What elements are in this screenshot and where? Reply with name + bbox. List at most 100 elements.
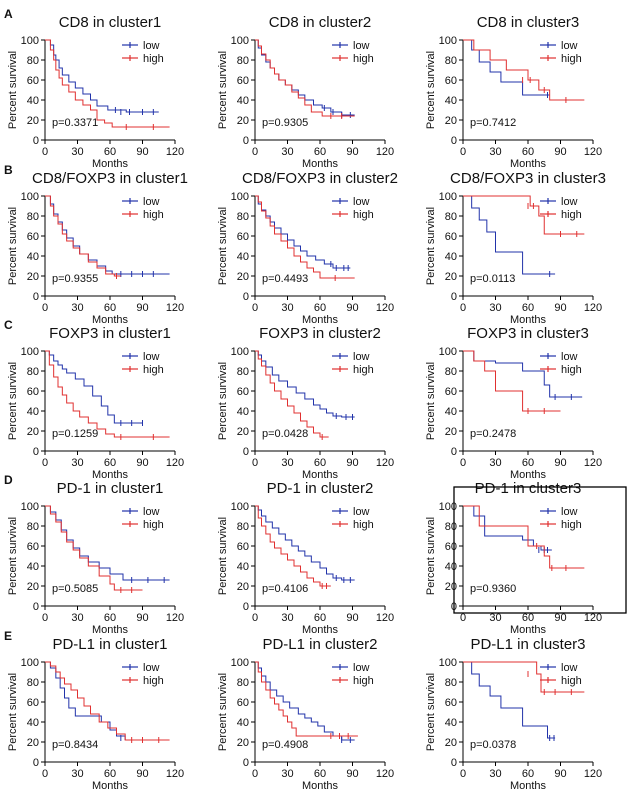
km-chart-7: FOXP3 in cluster1 0 20 40 60 80 100 0 30 60 90 120 M… <box>7 325 184 481</box>
y-tick-label: 40 <box>445 717 457 729</box>
y-tick-label: 60 <box>237 75 249 87</box>
x-tick-label: 0 <box>460 612 466 624</box>
km-chart-8: FOXP3 in cluster2 0 20 40 60 80 100 0 30 60 90 120 M… <box>217 325 394 481</box>
x-tick-label: 30 <box>71 146 83 158</box>
x-tick-label: 120 <box>584 768 602 780</box>
km-chart-9: FOXP3 in cluster3 0 20 40 60 80 100 0 30 60 90 120 M… <box>425 325 602 481</box>
legend-label-high: high <box>353 53 374 65</box>
y-tick-label: 0 <box>33 135 39 147</box>
x-tick-label: 90 <box>136 612 148 624</box>
y-tick-label: 0 <box>243 446 249 458</box>
legend-label-high: high <box>353 519 374 531</box>
p-value: p=0.4908 <box>262 739 308 751</box>
x-axis-label: Months <box>510 314 547 326</box>
y-tick-label: 20 <box>27 581 39 593</box>
y-tick-label: 20 <box>27 737 39 749</box>
legend-label-high: high <box>561 209 582 221</box>
x-tick-label: 120 <box>376 612 394 624</box>
x-tick-label: 120 <box>166 302 184 314</box>
y-tick-label: 100 <box>231 35 249 47</box>
y-tick-label: 20 <box>27 115 39 127</box>
km-curve-low <box>463 505 552 551</box>
chart-title: CD8/FOXP3 in cluster2 <box>242 170 398 187</box>
y-tick-label: 80 <box>237 521 249 533</box>
y-tick-label: 100 <box>439 191 457 203</box>
x-tick-label: 60 <box>522 457 534 469</box>
p-value: p=0.4493 <box>262 273 308 285</box>
y-axis-label: Percent survival <box>7 362 19 440</box>
x-tick-label: 30 <box>281 146 293 158</box>
y-tick-label: 60 <box>237 541 249 553</box>
y-tick-label: 20 <box>27 271 39 283</box>
x-tick-label: 120 <box>376 146 394 158</box>
y-tick-label: 60 <box>445 541 457 553</box>
x-tick-label: 90 <box>346 612 358 624</box>
y-tick-label: 80 <box>27 366 39 378</box>
y-tick-label: 40 <box>237 406 249 418</box>
x-tick-label: 30 <box>71 768 83 780</box>
y-tick-label: 60 <box>445 697 457 709</box>
x-tick-label: 60 <box>522 146 534 158</box>
x-tick-label: 0 <box>42 302 48 314</box>
y-tick-label: 100 <box>439 501 457 513</box>
y-tick-label: 80 <box>237 211 249 223</box>
legend-label-low: low <box>561 506 578 518</box>
legend-label-low: low <box>561 196 578 208</box>
chart-title: FOXP3 in cluster1 <box>49 325 171 342</box>
y-tick-label: 40 <box>237 561 249 573</box>
y-tick-label: 20 <box>445 426 457 438</box>
km-curve-high <box>45 195 121 277</box>
y-tick-label: 100 <box>439 657 457 669</box>
x-axis-label: Months <box>302 780 339 792</box>
chart-title: FOXP3 in cluster3 <box>467 325 589 342</box>
p-value: p=0.4106 <box>262 583 308 595</box>
chart-title: CD8/FOXP3 in cluster1 <box>32 170 188 187</box>
legend-label-low: low <box>353 351 370 363</box>
legend-label-high: high <box>143 675 164 687</box>
legend-label-high: high <box>143 364 164 376</box>
km-curve-high <box>255 350 329 438</box>
x-tick-label: 120 <box>584 457 602 469</box>
x-tick-label: 60 <box>522 612 534 624</box>
p-value: p=0.9360 <box>470 583 516 595</box>
x-tick-label: 0 <box>252 302 258 314</box>
p-value: p=0.1259 <box>52 428 98 440</box>
x-tick-label: 60 <box>104 768 116 780</box>
x-axis-label: Months <box>302 314 339 326</box>
km-chart-13: PD-L1 in cluster1 0 20 40 60 80 100 0 30 60 90 120 M… <box>7 636 184 792</box>
x-tick-label: 30 <box>489 302 501 314</box>
p-value: p=0.5085 <box>52 583 98 595</box>
y-tick-label: 60 <box>237 231 249 243</box>
legend-label-low: low <box>353 506 370 518</box>
km-curve-low <box>255 661 355 741</box>
x-tick-label: 0 <box>252 146 258 158</box>
y-tick-label: 80 <box>445 211 457 223</box>
km-curve-high <box>255 195 355 279</box>
x-tick-label: 90 <box>554 768 566 780</box>
y-tick-label: 20 <box>445 115 457 127</box>
y-tick-label: 80 <box>445 366 457 378</box>
km-chart-15: PD-L1 in cluster3 0 20 40 60 80 100 0 30 60 90 120 M… <box>425 636 602 792</box>
x-tick-label: 120 <box>166 768 184 780</box>
x-tick-label: 90 <box>346 146 358 158</box>
km-curve-high <box>45 505 143 591</box>
x-tick-label: 90 <box>554 457 566 469</box>
x-axis-label: Months <box>302 624 339 636</box>
x-tick-label: 60 <box>104 302 116 314</box>
km-curve-high <box>255 505 331 587</box>
x-axis-label: Months <box>510 780 547 792</box>
chart-title: FOXP3 in cluster2 <box>259 325 381 342</box>
y-tick-label: 100 <box>439 35 457 47</box>
y-tick-label: 80 <box>445 521 457 533</box>
y-tick-label: 0 <box>243 601 249 613</box>
x-tick-label: 90 <box>136 146 148 158</box>
km-curve-low <box>255 505 355 581</box>
legend-label-high: high <box>353 364 374 376</box>
row-label-c: C <box>4 318 13 332</box>
y-tick-label: 20 <box>27 426 39 438</box>
y-tick-label: 40 <box>445 251 457 263</box>
legend-label-low: low <box>143 506 160 518</box>
x-tick-label: 60 <box>314 146 326 158</box>
x-axis-label: Months <box>92 780 129 792</box>
